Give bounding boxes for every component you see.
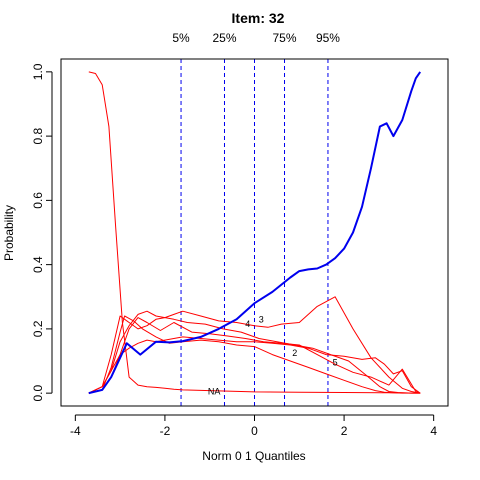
option-line xyxy=(88,310,421,394)
x-axis-label: Norm 0 1 Quantiles xyxy=(202,449,305,463)
y-tick-label: 0.2 xyxy=(31,320,45,337)
series-label: 3 xyxy=(259,314,264,324)
x-axis: -4 -2 0 2 4 xyxy=(70,414,437,438)
y-tick-label: 1.0 xyxy=(31,63,45,80)
y-axis-label: Probability xyxy=(2,205,16,261)
x-tick-label: -2 xyxy=(160,424,171,438)
series-label: 5 xyxy=(333,358,338,368)
x-tick-label: -4 xyxy=(70,424,81,438)
y-tick-label: 0.8 xyxy=(31,127,45,144)
series-label: 4 xyxy=(245,319,250,329)
quantile-label: 95% xyxy=(316,31,340,45)
y-tick-label: 0.0 xyxy=(31,384,45,401)
series-labels: NA 2 34 5 xyxy=(208,314,338,396)
chart-title: Item: 32 xyxy=(232,10,285,26)
y-tick-label: 0.6 xyxy=(31,192,45,209)
x-tick-label: 4 xyxy=(430,424,437,438)
series-lines xyxy=(88,71,422,395)
y-axis: 0.0 0.2 0.4 0.6 0.8 1.0 xyxy=(31,63,53,401)
quantile-label: 25% xyxy=(212,31,236,45)
y-tick-label: 0.4 xyxy=(31,256,45,273)
quantile-lines xyxy=(180,59,329,406)
expected-score-line xyxy=(88,71,422,395)
option-line xyxy=(88,315,421,394)
option-line xyxy=(88,71,421,394)
quantile-labels: 5% 25% 75% 95% xyxy=(172,31,340,45)
option-line xyxy=(88,317,421,394)
plot-frame xyxy=(60,58,449,407)
series-label: 2 xyxy=(292,348,297,358)
series-label: NA xyxy=(208,387,221,397)
x-tick-label: 2 xyxy=(341,424,348,438)
x-tick-label: 0 xyxy=(251,424,258,438)
quantile-label: 5% xyxy=(172,31,190,45)
quantile-label: 75% xyxy=(272,31,296,45)
